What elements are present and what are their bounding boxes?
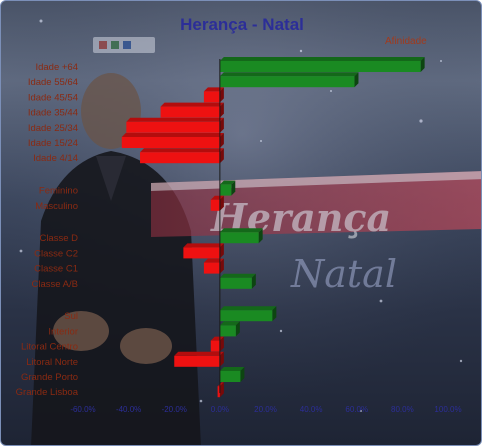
bar-idade-64 [219,61,421,72]
bar-side-classe-a-b [251,273,256,289]
category-label-classe-c2: Classe C2 [34,248,78,259]
category-label-idade-4-14: Idade 4/14 [33,153,78,164]
bar-grande-porto [219,371,241,382]
svg-text:Natal: Natal [290,252,397,296]
category-label-classe-d: Classe D [39,233,78,244]
category-label-litoral-norte: Litoral Norte [26,357,78,368]
x-tick-label: -40.0% [116,405,141,414]
bar-side-idade-35-44 [219,102,224,118]
bar-top-idade-35-44 [160,102,224,107]
bar-classe-d [219,232,259,244]
bar-side-idade-55-64 [354,72,359,88]
bar-top-idade-25-34 [126,117,224,122]
category-label-idade-25-34: Idade 25/34 [28,123,78,134]
bar-top-idade-15-24 [121,133,224,137]
bar-top-feminino [219,180,236,185]
bar-top-idade-64 [219,57,425,61]
x-tick-label: 100.0% [434,405,461,414]
x-tick-label: 0.0% [211,405,229,414]
bar-top-litoral-norte [174,351,224,356]
bar-litoral-norte [174,355,220,367]
bar-top-classe-c2 [183,243,224,248]
bar-top-sul [219,306,277,311]
x-tick-label: 20.0% [254,405,277,414]
bar-idade-45-54 [203,91,220,103]
bar-top-grande-porto [219,367,245,371]
bar-idade-25-34 [126,121,220,133]
category-label-grande-porto: Grande Porto [21,372,78,383]
x-tick-label: -20.0% [162,405,187,414]
bar-top-masculino [210,195,224,200]
snowflakes-icon [19,19,463,412]
bar-interior [219,325,236,337]
bar-side-grande-lisboa [219,382,224,398]
bar-side-idade-64 [420,57,425,72]
bar-feminino [219,184,232,196]
bar-classe-c2 [183,247,220,259]
category-label-masculino: Masculino [35,201,78,212]
bar-top-classe-a-b [219,273,256,278]
x-tick-label: 40.0% [300,405,323,414]
bar-masculino [210,199,220,211]
bar-side-interior [235,321,240,337]
x-tick-label: -60.0% [70,405,95,414]
category-label-idade-35-44: Idade 35/44 [28,108,78,119]
bar-top-idade-55-64 [219,72,359,77]
bar-top-interior [219,321,240,326]
bar-side-grande-porto [240,367,245,382]
bar-side-classe-c2 [219,243,224,259]
x-tick-label: 60.0% [345,405,368,414]
bar-classe-a-b [219,277,252,289]
x-tick-label: 80.0% [391,405,414,414]
rtp1-logo-icon [93,37,155,53]
chart-title: Herança - Natal [180,15,304,34]
bar-sul [219,310,273,322]
bar-top-litoral-centro [210,336,224,341]
category-label-idade-15-24: Idade 15/24 [28,138,78,149]
bar-idade-55-64 [219,76,355,88]
bar-idade-35-44 [160,106,220,118]
bar-top-classe-c1 [203,258,224,263]
bar-side-idade-25-34 [219,117,224,133]
bar-classe-c1 [203,262,220,274]
bar-side-classe-c1 [219,258,224,274]
bar-side-sul [272,306,277,322]
category-label-idade-64: Idade +64 [35,62,78,73]
category-label-classe-c1: Classe C1 [34,264,78,275]
category-label-grande-lisboa: Grande Lisboa [16,387,79,398]
bar-side-classe-d [258,228,263,244]
category-label-idade-55-64: Idade 55/64 [28,77,78,88]
bar-side-idade-45-54 [219,87,224,103]
category-label-classe-a-b: Classe A/B [32,279,78,290]
bar-side-idade-4-14 [219,148,224,164]
category-label-litoral-centro: Litoral Centro [21,342,78,353]
bar-side-idade-15-24 [219,133,224,148]
bar-side-litoral-centro [219,336,224,352]
bar-top-idade-45-54 [203,87,224,92]
bar-idade-15-24 [121,137,220,148]
legend-item-afinidade: Afinidade [385,36,427,47]
bar-litoral-centro [210,340,220,352]
bar-top-classe-d [219,228,263,233]
category-label-interior: Interior [48,326,78,337]
category-label-feminino: Feminino [39,186,78,197]
bar-top-idade-4-14 [140,148,224,153]
bar-idade-4-14 [140,152,220,164]
bar-side-masculino [219,195,224,211]
bar-side-feminino [231,180,236,196]
bar-side-litoral-norte [219,351,224,367]
category-label-idade-45-54: Idade 45/54 [28,92,78,103]
category-label-sul: Sul [64,311,78,322]
bar-top-grande-lisboa [217,382,224,387]
bar-grande-lisboa [217,386,220,398]
